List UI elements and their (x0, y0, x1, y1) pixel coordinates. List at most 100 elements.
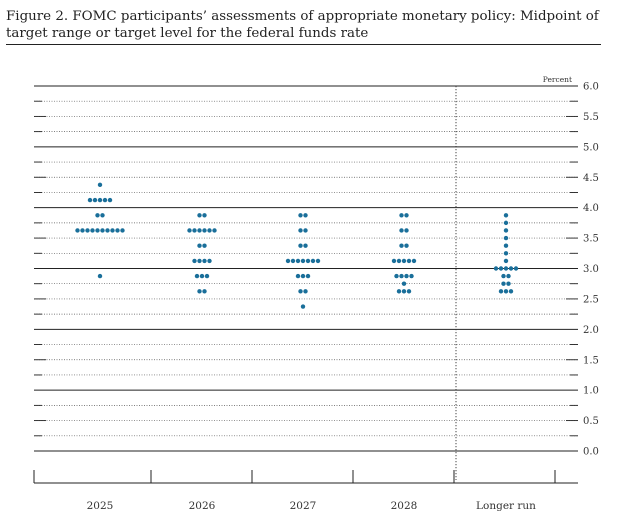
projection-dot (80, 228, 85, 233)
x-category-label: 2025 (87, 500, 114, 512)
projection-dot (503, 251, 509, 256)
projection-dot (409, 273, 414, 279)
y-tick-label: 5.0 (583, 142, 599, 153)
x-category-label: Longer run (476, 500, 536, 512)
projection-dot (303, 213, 308, 218)
y-tick-label: 1.0 (583, 386, 599, 397)
projection-dot (97, 197, 103, 203)
projection-dot (85, 228, 90, 233)
y-tick-label: 2.0 (583, 325, 599, 336)
projection-dot (406, 289, 412, 294)
projection-dot (92, 197, 98, 203)
y-tick-label: 3.5 (583, 234, 599, 245)
y-tick-label: 4.5 (583, 173, 599, 184)
projection-dot (207, 258, 212, 264)
projection-dot (197, 243, 202, 248)
projection-dot (503, 258, 509, 264)
y-tick-label: 3.0 (583, 264, 599, 275)
projection-dot (399, 243, 404, 248)
projection-dot (401, 281, 407, 286)
x-category-label: 2026 (189, 500, 216, 512)
projection-dot (399, 213, 404, 218)
projection-dot (194, 273, 200, 279)
projection-dot (110, 228, 115, 233)
projection-dot (102, 197, 108, 203)
y-tick-label: 6.0 (583, 82, 599, 93)
projection-dot (97, 273, 103, 279)
projection-dot (303, 289, 308, 294)
projection-dot (107, 197, 113, 203)
projection-dot (305, 258, 311, 264)
x-category-label: 2028 (391, 500, 418, 512)
projection-dot (204, 273, 210, 279)
projection-dot (503, 289, 509, 294)
projection-dot (303, 228, 308, 233)
projection-dot (100, 213, 105, 218)
projection-dot (298, 213, 303, 218)
projection-dot (300, 304, 306, 309)
projection-dot (404, 228, 409, 233)
projection-dot (513, 266, 519, 271)
gridlines (34, 85, 578, 452)
projection-dot (295, 273, 301, 279)
projection-dot (503, 220, 509, 226)
projection-dot (310, 258, 316, 264)
projection-dot (290, 258, 296, 264)
projection-dot (498, 266, 504, 271)
projection-dot (503, 228, 509, 233)
projection-dot (197, 228, 202, 233)
projection-dot (207, 228, 212, 233)
projection-dot (508, 289, 514, 294)
projection-dot (298, 289, 303, 294)
projection-dot (202, 213, 207, 218)
projection-dot (305, 273, 311, 279)
projection-dot (399, 273, 404, 279)
projection-dot (411, 258, 417, 264)
y-tick-label: 1.5 (583, 355, 599, 366)
projection-dot (401, 289, 407, 294)
projection-dot (197, 258, 202, 264)
projection-dot (501, 281, 506, 286)
projection-dot (115, 228, 120, 233)
projection-dot (192, 228, 197, 233)
y-tick-label: 0.5 (583, 416, 599, 427)
title-rule (6, 44, 601, 45)
projection-dot (95, 213, 100, 218)
projection-dot (187, 228, 192, 233)
projection-dot (404, 273, 409, 279)
projection-dot (406, 258, 412, 264)
projection-dot (501, 273, 506, 279)
projection-dot (503, 243, 509, 248)
projection-dot (401, 258, 407, 264)
projection-dot (75, 228, 80, 233)
projection-dot (202, 228, 207, 233)
projection-dot (315, 258, 321, 264)
projection-dot (87, 197, 93, 203)
projection-dot (197, 213, 202, 218)
projection-dot (503, 213, 509, 218)
projection-dot (295, 258, 301, 264)
chart-title: Figure 2. FOMC participants’ assessments… (6, 9, 599, 41)
projection-dot (508, 266, 514, 271)
projection-dot (399, 228, 404, 233)
projection-dot (396, 258, 402, 264)
projection-dot (498, 289, 504, 294)
projection-dot (202, 243, 207, 248)
projection-dot (285, 258, 291, 264)
projection-dot (120, 228, 125, 233)
projection-dot (300, 258, 306, 264)
projection-dot (404, 213, 409, 218)
projection-dot (212, 228, 217, 233)
projection-dot (192, 258, 197, 264)
y-tick-label: 5.5 (583, 112, 599, 123)
projection-dot (202, 258, 207, 264)
projection-dot (503, 235, 509, 241)
axes: 0.0 0.5 1.0 1.5 2.0 2.5 3.0 3.5 4.0 4.5 5.0 5.5 6.0 2… (33, 82, 599, 512)
projection-dot (506, 281, 511, 286)
projection-dot (298, 228, 303, 233)
y-axis-unit-label: Percent (543, 75, 572, 84)
projection-dot (394, 273, 399, 279)
x-category-label: 2027 (290, 500, 317, 512)
projection-dot (503, 266, 509, 271)
